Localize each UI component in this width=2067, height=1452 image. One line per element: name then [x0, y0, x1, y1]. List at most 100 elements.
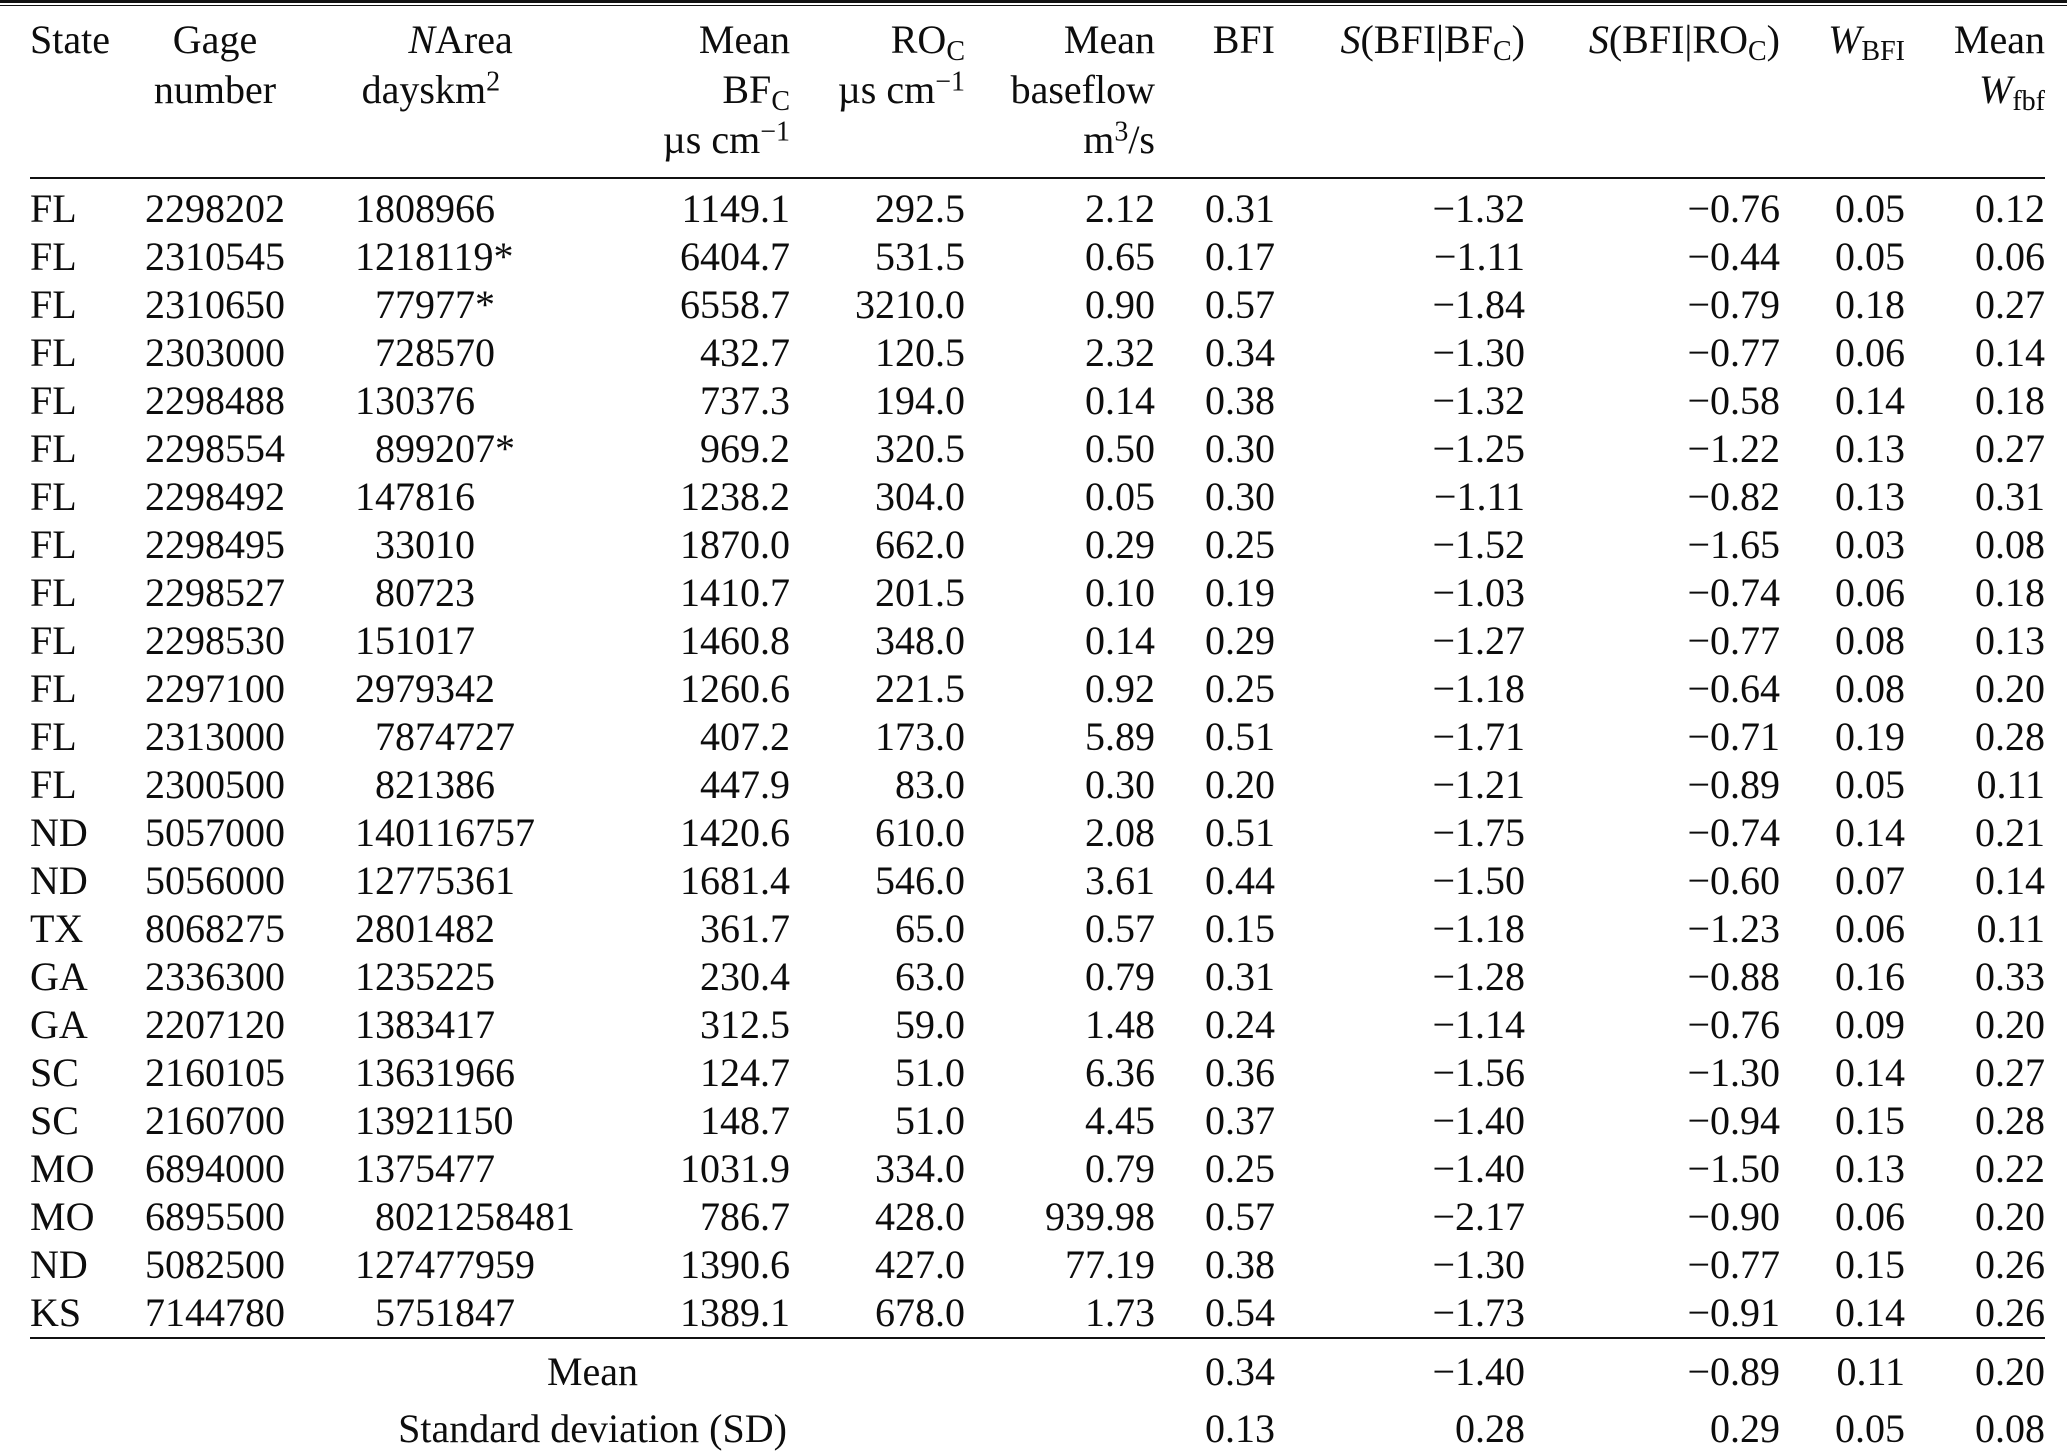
cell-mean-bfc: 124.7 [700, 1050, 790, 1095]
cell-gage-number: 2310545 [145, 234, 285, 279]
cell-area: 1847 [435, 1290, 515, 1335]
cell-gage-number: 5082500 [145, 1242, 285, 1287]
cell-state: KS [30, 1290, 82, 1335]
cell-mean-baseflow: 939.98 [1045, 1194, 1155, 1239]
cell-mean-bfc: 230.4 [700, 954, 790, 999]
cell-w-bfi: 0.13 [1835, 474, 1905, 519]
cell-s-bfi-bfc: −1.18 [1432, 666, 1525, 711]
cell-s-bfi-roc: −0.71 [1687, 714, 1780, 759]
cell-mean-bfc: 1410.7 [680, 570, 790, 615]
cell-state: FL [30, 282, 77, 327]
cell-n-days: 1383 [355, 1002, 435, 1047]
cell-s-bfi-roc: −0.77 [1687, 330, 1780, 375]
summary-cell-bfi: 0.34 [1155, 1337, 1275, 1400]
summary-cell-w-bfi: 0.05 [1835, 1406, 1905, 1451]
cell-s-bfi-roc: −1.23 [1687, 906, 1780, 951]
cell-gage-number: 2303000 [145, 330, 285, 375]
table-row: FL 2298495 330 10 1870.0 662.0 0.29 0.25 −1.52 −1… [30, 521, 2045, 569]
cell-s-bfi-bfc: −1.40 [1432, 1146, 1525, 1191]
cell-gage-number: 2298202 [145, 186, 285, 231]
cell-bfi: 0.38 [1205, 1242, 1275, 1287]
header-cell-mean-wfbf: Mean Wfbf [1905, 6, 2045, 179]
cell-mean-bfc: 1420.6 [680, 810, 790, 855]
cell-gage-number: 7144780 [145, 1290, 285, 1335]
table-row: FL 2297100 2979 342 1260.6 221.5 0.92 0.25 −1.18… [30, 665, 2045, 713]
cell-s-bfi-bfc: −1.11 [1433, 234, 1525, 279]
cell-w-bfi: 0.06 [1835, 570, 1905, 615]
summary-cell-bfi: 0.13 [1205, 1406, 1275, 1451]
cell-state: FL [30, 426, 77, 471]
cell-state: FL [30, 474, 77, 519]
cell-s-bfi-bfc: −1.28 [1432, 954, 1525, 999]
table-row: FL 2300500 821 386 447.9 83.0 0.30 0.20 −1.21 −0.… [30, 761, 2045, 809]
cell-w-bfi: 0.03 [1835, 522, 1905, 567]
cell-state: SC [30, 1098, 79, 1143]
cell-gage-number: 6894000 [145, 1146, 285, 1191]
cell-s-bfi-roc: −0.74 [1687, 810, 1780, 855]
cell-w-bfi: 0.15 [1835, 1242, 1905, 1287]
cell-n-days: 1401 [355, 810, 435, 855]
table-footer: Mean 0.34 −1.40 −0.89 0.11 0.20 Standard devia… [30, 1337, 2045, 1452]
cell-s-bfi-bfc: −1.71 [1432, 714, 1525, 759]
cell-state: FL [30, 234, 77, 279]
header-cell-state: State [30, 6, 125, 179]
cell-w-bfi: 0.06 [1835, 330, 1905, 375]
header-line: State [30, 17, 110, 62]
cell-mean-bfc: 1389.1 [680, 1290, 790, 1335]
table-row: MO 6894000 1375 477 1031.9 334.0 0.79 0.25 −1.40… [30, 1145, 2045, 1193]
cell-mean-wfbf: 0.26 [1975, 1242, 2045, 1287]
cell-w-bfi: 0.18 [1835, 282, 1905, 327]
cell-area: 966 [435, 186, 495, 231]
cell-state: ND [30, 858, 88, 903]
cell-state: FL [30, 186, 77, 231]
cell-gage-number: 2160700 [145, 1098, 285, 1143]
cell-mean-baseflow: 0.65 [1085, 234, 1155, 279]
cell-n-days: 575 [375, 1290, 435, 1335]
table-row: GA 2336300 1235 225 230.4 63.0 0.79 0.31 −1.28 −0… [30, 953, 2045, 1001]
summary-cell-mean-wfbf: 0.08 [1975, 1406, 2045, 1451]
cell-n-days: 1510 [355, 618, 435, 663]
cell-s-bfi-roc: −0.90 [1687, 1194, 1780, 1239]
header-line: Area [435, 17, 513, 62]
table-body: FL 2298202 1808 966 1149.1 292.5 2.12 0.31 −1.32… [30, 178, 2045, 1338]
cell-s-bfi-bfc: −1.14 [1432, 1002, 1525, 1047]
header-line: m3/s [1083, 116, 1155, 162]
cell-area: 342 [435, 666, 495, 711]
cell-gage-number: 8068275 [145, 906, 285, 951]
header-cell-w-bfi: WBFI [1780, 6, 1905, 179]
header-line: ROC [890, 17, 965, 67]
cell-roc: 65.0 [895, 906, 965, 951]
header-line: days [361, 67, 435, 112]
cell-roc: 63.0 [895, 954, 965, 999]
table-row: FL 2298202 1808 966 1149.1 292.5 2.12 0.31 −1.32… [30, 178, 2045, 233]
table-row: ND 5057000 1401 16757 1420.6 610.0 2.08 0.51 −1.… [30, 809, 2045, 857]
header-cell-s-bfi-roc: S(BFI|ROC) [1525, 6, 1780, 179]
cell-roc: 662.0 [875, 522, 965, 567]
cell-bfi: 0.25 [1205, 522, 1275, 567]
summary-label: Standard deviation (SD) [398, 1406, 787, 1451]
cell-gage-number: 5056000 [145, 858, 285, 903]
cell-n-days: 821 [375, 762, 435, 807]
cell-s-bfi-bfc: −1.18 [1432, 906, 1525, 951]
cell-s-bfi-bfc: −2.17 [1432, 1194, 1525, 1239]
cell-mean-bfc: 1260.6 [680, 666, 790, 711]
table-row: FL 2298554 899 207* 969.2 320.5 0.50 0.30 −1.25 −… [30, 425, 2045, 473]
cell-s-bfi-bfc: −1.21 [1432, 762, 1525, 807]
cell-gage-number: 2298530 [145, 618, 285, 663]
cell-mean-bfc: 407.2 [700, 714, 790, 759]
cell-w-bfi: 0.09 [1835, 1002, 1905, 1047]
cell-mean-bfc: 312.5 [700, 1002, 790, 1047]
cell-s-bfi-bfc: −1.50 [1432, 858, 1525, 903]
cell-mean-baseflow: 1.73 [1085, 1290, 1155, 1335]
cell-mean-baseflow: 0.79 [1085, 954, 1155, 999]
cell-mean-bfc: 6404.7 [680, 234, 790, 279]
cell-n-days: 728 [375, 330, 435, 375]
cell-w-bfi: 0.15 [1835, 1098, 1905, 1143]
header-line: BFI [1212, 17, 1275, 62]
table-row: SC 2160700 1392 1150 148.7 51.0 4.45 0.37 −1.40 −… [30, 1097, 2045, 1145]
cell-s-bfi-bfc: −1.56 [1432, 1050, 1525, 1095]
cell-roc: 348.0 [875, 618, 965, 663]
cell-s-bfi-roc: −1.50 [1687, 1146, 1780, 1191]
cell-mean-wfbf: 0.33 [1975, 954, 2045, 999]
